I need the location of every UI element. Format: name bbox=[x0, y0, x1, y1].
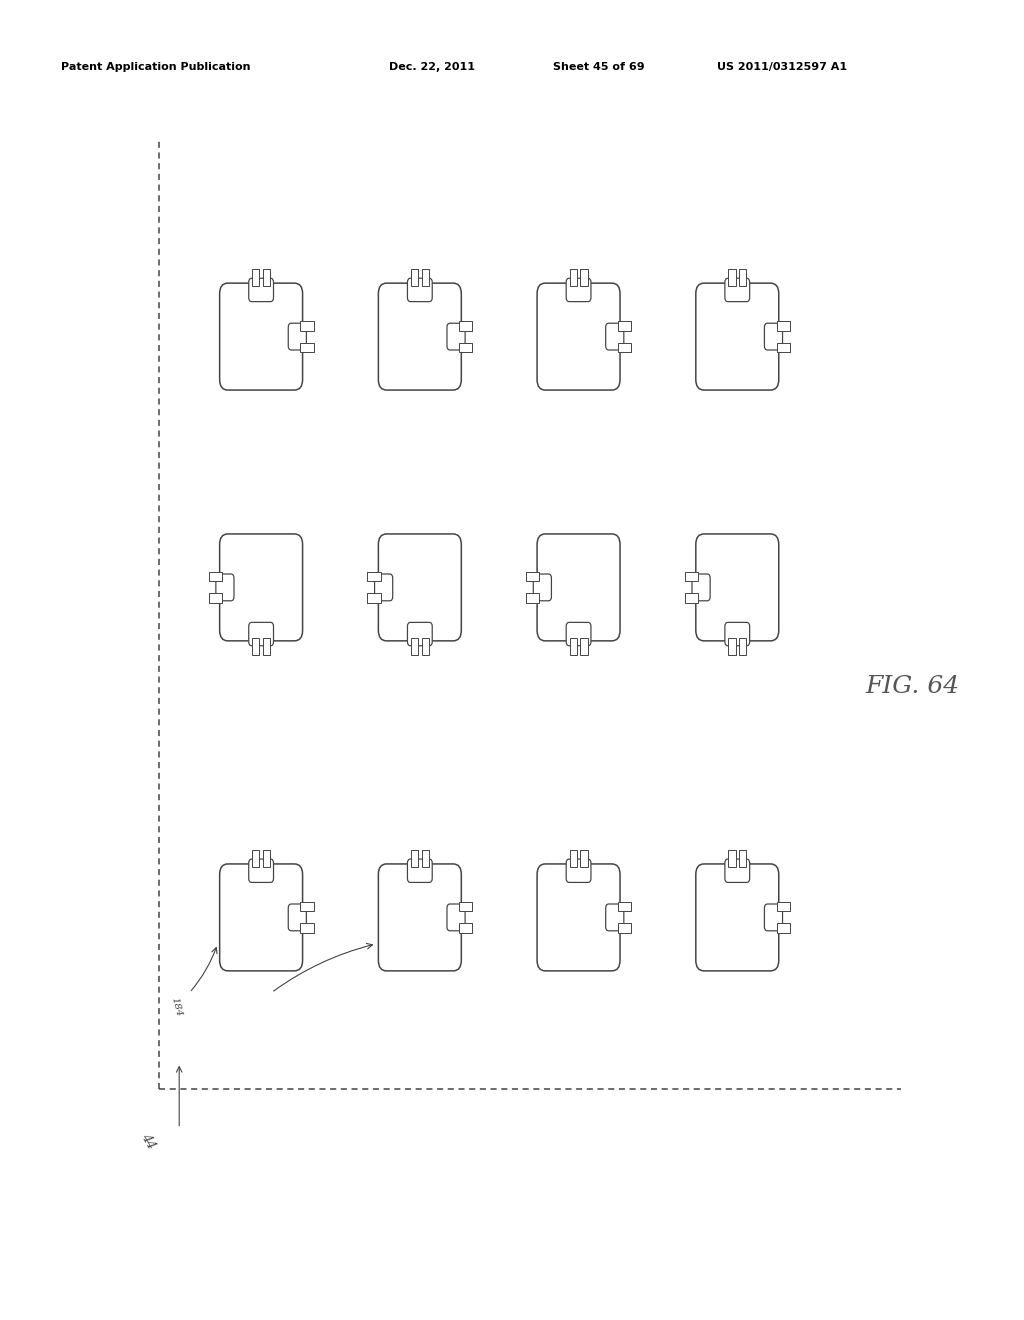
Bar bbox=[300, 321, 313, 330]
Text: 184: 184 bbox=[169, 997, 183, 1018]
Bar bbox=[581, 269, 588, 286]
FancyBboxPatch shape bbox=[446, 323, 465, 350]
FancyBboxPatch shape bbox=[566, 859, 591, 882]
FancyBboxPatch shape bbox=[378, 284, 461, 391]
Bar bbox=[728, 269, 735, 286]
FancyBboxPatch shape bbox=[219, 284, 303, 391]
Bar bbox=[422, 638, 429, 655]
Bar bbox=[776, 924, 790, 933]
Text: Patent Application Publication: Patent Application Publication bbox=[61, 62, 251, 73]
FancyBboxPatch shape bbox=[446, 904, 465, 931]
Bar bbox=[411, 638, 418, 655]
FancyBboxPatch shape bbox=[219, 865, 303, 972]
Bar bbox=[209, 594, 222, 603]
Bar bbox=[685, 572, 698, 581]
Bar bbox=[526, 572, 540, 581]
Bar bbox=[411, 850, 418, 867]
FancyBboxPatch shape bbox=[249, 279, 273, 302]
Bar bbox=[252, 638, 259, 655]
FancyBboxPatch shape bbox=[725, 279, 750, 302]
Bar bbox=[252, 850, 259, 867]
Bar bbox=[263, 269, 270, 286]
Bar bbox=[459, 902, 472, 911]
FancyBboxPatch shape bbox=[566, 622, 591, 645]
Text: FIG. 64: FIG. 64 bbox=[865, 675, 959, 698]
Bar bbox=[776, 902, 790, 911]
Bar bbox=[569, 850, 577, 867]
Bar bbox=[300, 343, 313, 352]
Bar bbox=[209, 572, 222, 581]
FancyBboxPatch shape bbox=[764, 904, 782, 931]
FancyBboxPatch shape bbox=[566, 279, 591, 302]
Bar bbox=[617, 924, 631, 933]
Text: Dec. 22, 2011: Dec. 22, 2011 bbox=[389, 62, 475, 73]
FancyBboxPatch shape bbox=[408, 279, 432, 302]
Bar bbox=[617, 902, 631, 911]
Bar bbox=[569, 269, 577, 286]
FancyBboxPatch shape bbox=[696, 865, 778, 972]
FancyBboxPatch shape bbox=[219, 533, 303, 640]
FancyBboxPatch shape bbox=[408, 622, 432, 645]
Bar bbox=[300, 902, 313, 911]
Bar bbox=[459, 924, 472, 933]
FancyBboxPatch shape bbox=[764, 323, 782, 350]
FancyBboxPatch shape bbox=[408, 859, 432, 882]
FancyBboxPatch shape bbox=[725, 859, 750, 882]
Bar bbox=[776, 343, 790, 352]
FancyBboxPatch shape bbox=[378, 533, 461, 640]
FancyBboxPatch shape bbox=[375, 574, 392, 601]
Bar bbox=[459, 343, 472, 352]
FancyBboxPatch shape bbox=[696, 284, 778, 391]
FancyBboxPatch shape bbox=[605, 323, 624, 350]
Bar bbox=[739, 269, 746, 286]
FancyBboxPatch shape bbox=[289, 904, 306, 931]
Bar bbox=[263, 850, 270, 867]
Bar bbox=[422, 269, 429, 286]
Bar bbox=[368, 594, 381, 603]
FancyBboxPatch shape bbox=[249, 622, 273, 645]
FancyBboxPatch shape bbox=[696, 533, 778, 640]
FancyBboxPatch shape bbox=[216, 574, 233, 601]
FancyBboxPatch shape bbox=[605, 904, 624, 931]
FancyBboxPatch shape bbox=[289, 323, 306, 350]
Text: US 2011/0312597 A1: US 2011/0312597 A1 bbox=[717, 62, 847, 73]
Bar bbox=[526, 594, 540, 603]
Bar bbox=[300, 924, 313, 933]
Bar bbox=[617, 343, 631, 352]
Bar bbox=[263, 638, 270, 655]
Bar bbox=[617, 321, 631, 330]
Bar bbox=[728, 638, 735, 655]
FancyBboxPatch shape bbox=[725, 622, 750, 645]
Bar bbox=[739, 850, 746, 867]
FancyBboxPatch shape bbox=[692, 574, 711, 601]
FancyBboxPatch shape bbox=[534, 574, 551, 601]
Bar bbox=[739, 638, 746, 655]
Bar bbox=[581, 638, 588, 655]
Bar bbox=[581, 850, 588, 867]
FancyBboxPatch shape bbox=[378, 865, 461, 972]
FancyBboxPatch shape bbox=[537, 865, 620, 972]
FancyBboxPatch shape bbox=[537, 284, 620, 391]
Bar bbox=[422, 850, 429, 867]
Bar bbox=[776, 321, 790, 330]
FancyBboxPatch shape bbox=[537, 533, 620, 640]
Text: Sheet 45 of 69: Sheet 45 of 69 bbox=[553, 62, 644, 73]
Bar bbox=[252, 269, 259, 286]
FancyBboxPatch shape bbox=[249, 859, 273, 882]
Bar bbox=[685, 594, 698, 603]
Bar bbox=[569, 638, 577, 655]
Text: 44: 44 bbox=[138, 1131, 158, 1151]
Bar bbox=[459, 321, 472, 330]
Bar bbox=[728, 850, 735, 867]
Bar bbox=[411, 269, 418, 286]
Bar bbox=[368, 572, 381, 581]
